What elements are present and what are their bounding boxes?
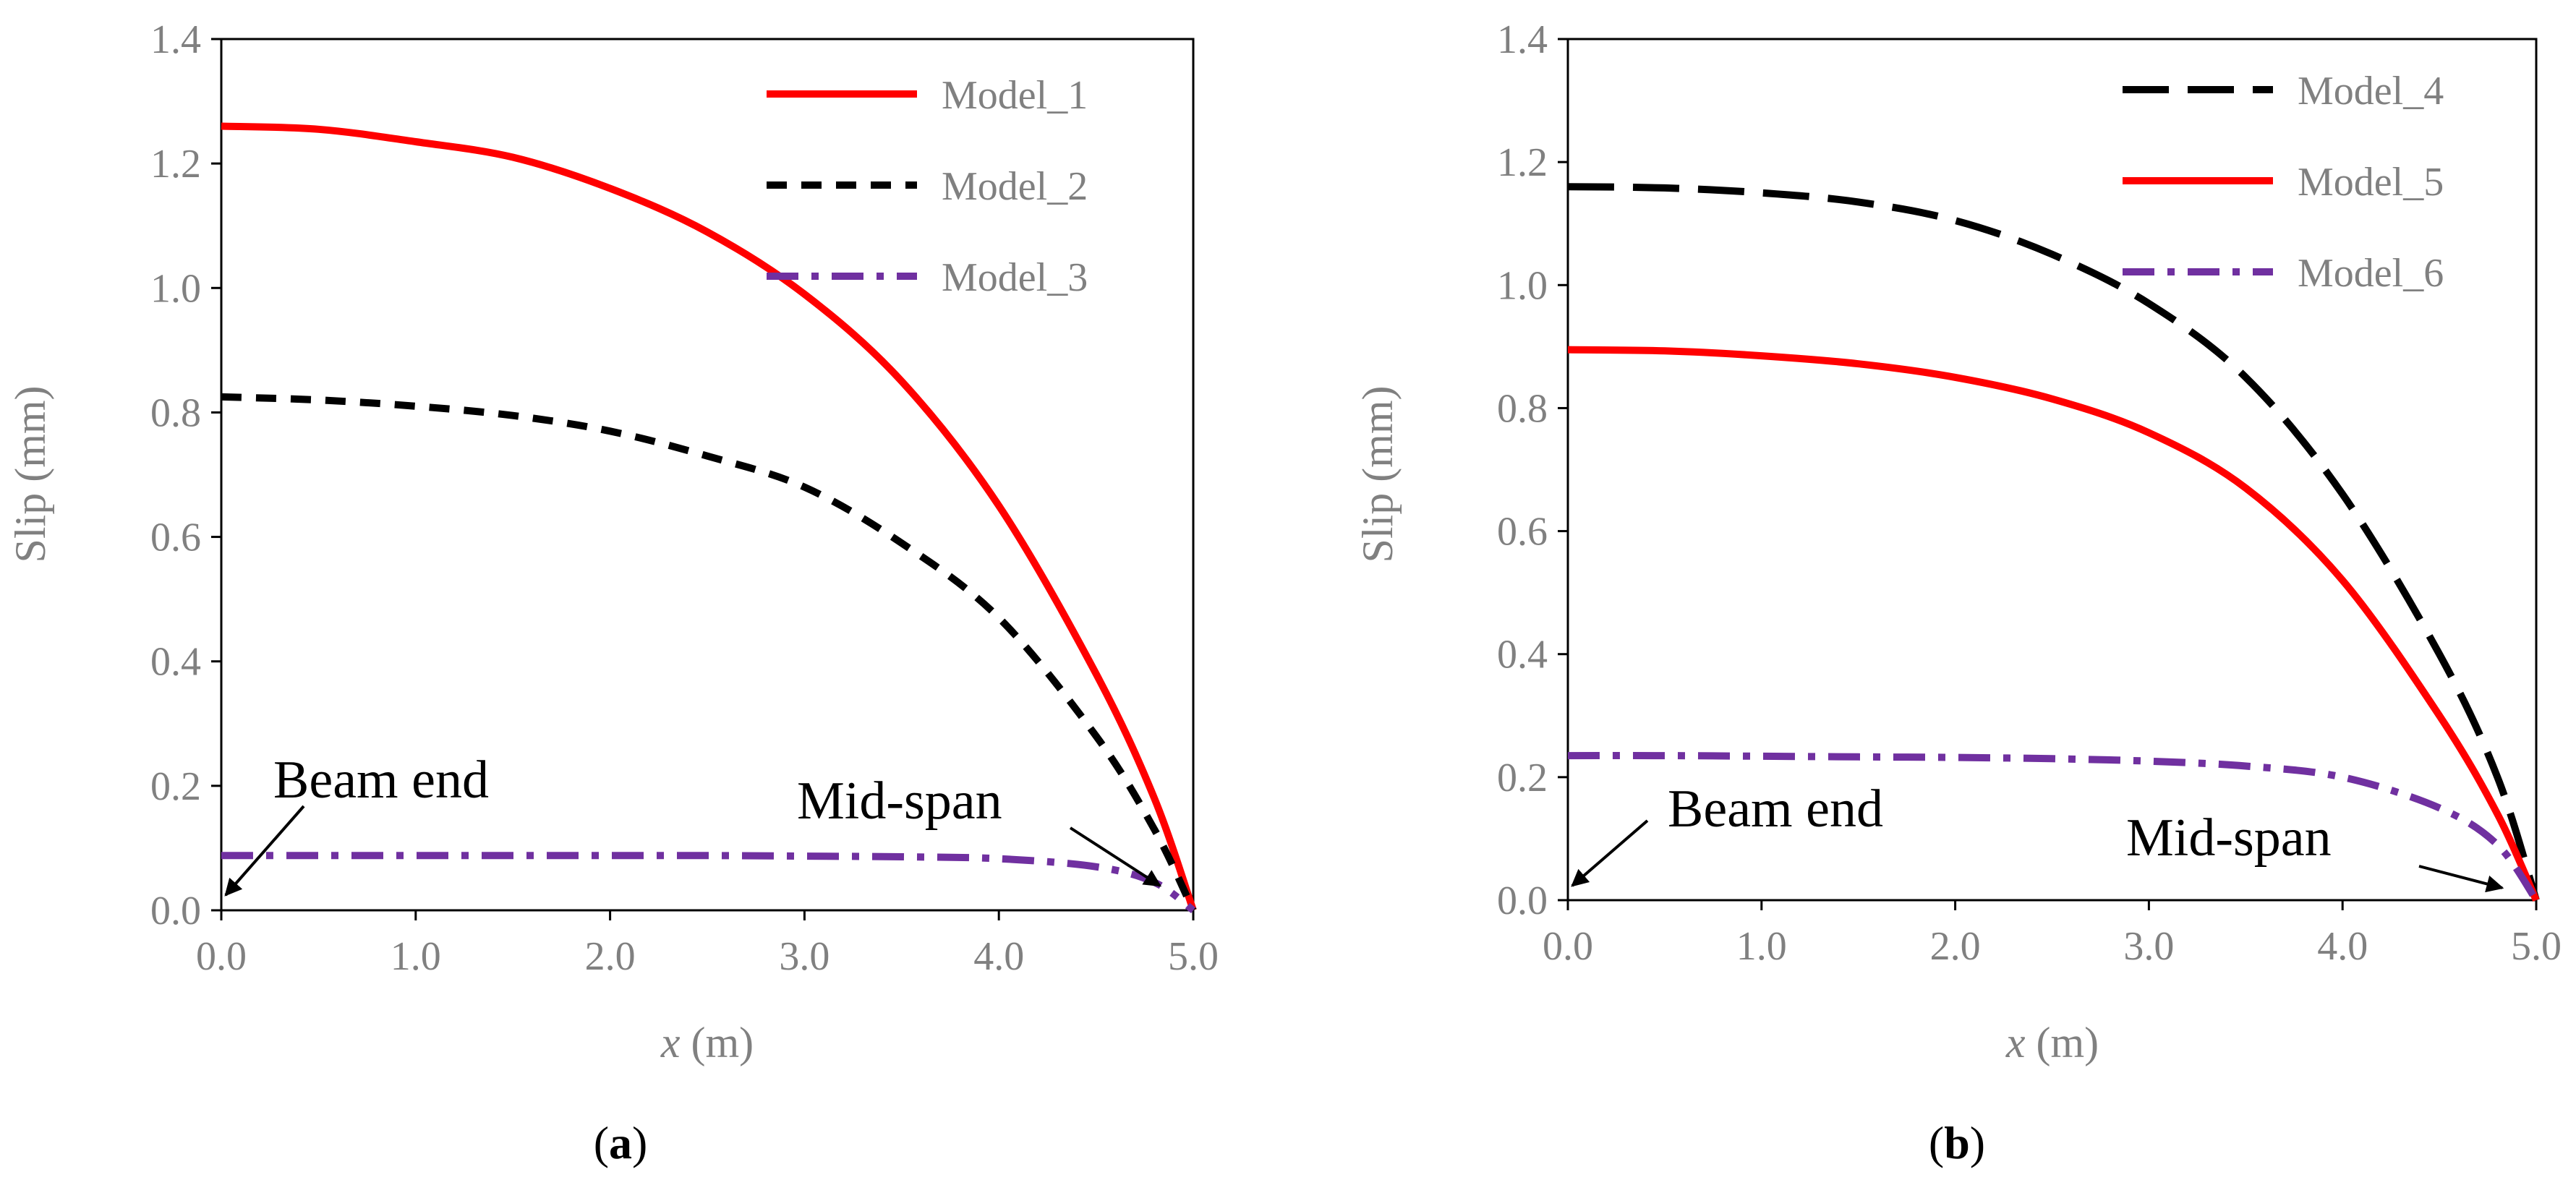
chart-panel-b: 0.0 0.2 0.4 0.6 0.8 1.0 1.2 1.4 0.0 1.0 2.0 3.0 4.0… [1354, 17, 2562, 1168]
y-axis-title: Slip (mm) [7, 385, 54, 563]
x-tick-labels: 0.0 1.0 2.0 3.0 4.0 5.0 [1543, 900, 2562, 969]
x-tick-label: 3.0 [779, 934, 829, 979]
legend-label: Model_5 [2298, 160, 2444, 205]
y-tick-label: 1.4 [1497, 17, 1548, 62]
y-tick-label: 0.0 [1497, 878, 1548, 923]
y-tick-labels: 0.0 0.2 0.4 0.6 0.8 1.0 1.2 1.4 [150, 17, 221, 933]
x-axis-title: x (m) [2005, 1019, 2099, 1066]
y-tick-label: 0.6 [150, 516, 201, 560]
x-tick-label: 2.0 [1930, 924, 1981, 969]
series-line-model-1 [221, 122, 1197, 912]
y-tick-label: 1.2 [150, 142, 201, 187]
x-axis-variable: x [2005, 1019, 2026, 1066]
series-lines [221, 122, 1197, 914]
annotation-mid-span: Mid-span [2126, 808, 2332, 868]
legend: Model_1 Model_2 Model_3 [767, 73, 1088, 300]
series-line-model-5 [1567, 346, 2540, 902]
y-tick-label: 0.2 [150, 764, 201, 809]
x-tick-label: 5.0 [2511, 924, 2562, 969]
y-tick-label: 0.0 [150, 889, 201, 933]
legend-label: Model_1 [942, 73, 1088, 118]
legend-label: Model_2 [942, 164, 1088, 209]
legend-label: Model_3 [942, 255, 1088, 300]
y-tick-label: 1.0 [150, 266, 201, 311]
x-axis-title: x (m) [660, 1019, 754, 1066]
plot-area-frame [220, 38, 1195, 912]
chart-panel-a: 0.0 0.2 0.4 0.6 0.8 1.0 1.2 1.4 0.0 1.0 2.0 3.0 4.0… [7, 17, 1219, 1168]
beam-end-arrow [1571, 819, 1649, 887]
x-tick-labels: 0.0 1.0 2.0 3.0 4.0 5.0 [196, 910, 1219, 979]
mid-span-arrow [2418, 865, 2504, 893]
panel-label: (a) [594, 1117, 648, 1168]
x-axis-variable: x [660, 1019, 681, 1066]
y-tick-label: 0.2 [1497, 756, 1548, 800]
x-tick-label: 1.0 [1736, 924, 1787, 969]
y-tick-label: 0.4 [150, 640, 201, 685]
series-line-model-3 [221, 852, 1196, 914]
y-tick-labels: 0.0 0.2 0.4 0.6 0.8 1.0 1.2 1.4 [1497, 17, 1568, 923]
legend-label: Model_4 [2298, 69, 2444, 114]
y-tick-label: 0.8 [150, 390, 201, 435]
x-tick-label: 3.0 [2123, 924, 2174, 969]
series-line-model-4 [1567, 183, 2540, 902]
x-axis-unit: (m) [2026, 1019, 2099, 1066]
panel-label: (b) [1929, 1117, 1985, 1168]
panel-letter: b [1944, 1117, 1970, 1168]
series-line-model-6 [1567, 752, 2540, 902]
y-tick-label: 1.4 [150, 17, 201, 62]
series-line-model-2 [221, 393, 1197, 912]
x-tick-label: 4.0 [973, 934, 1024, 979]
series-lines [1567, 183, 2540, 902]
plot-area-frame [1566, 38, 2538, 902]
y-tick-label: 0.4 [1497, 633, 1548, 677]
y-tick-label: 0.6 [1497, 510, 1548, 555]
legend-label: Model_6 [2298, 251, 2444, 296]
y-tick-label: 1.0 [1497, 263, 1548, 308]
x-tick-label: 5.0 [1168, 934, 1219, 979]
mid-span-arrow [1069, 826, 1162, 887]
x-tick-label: 4.0 [2317, 924, 2368, 969]
y-tick-label: 0.8 [1497, 386, 1548, 431]
beam-end-arrow [224, 805, 305, 897]
annotation-beam-end: Beam end [1668, 779, 1883, 839]
legend: Model_4 Model_5 Model_6 [2123, 69, 2444, 296]
annotation-beam-end: Beam end [273, 751, 489, 810]
annotation-mid-span: Mid-span [797, 771, 1002, 831]
y-axis-title: Slip (mm) [1354, 385, 1402, 563]
panel-letter: a [609, 1117, 632, 1168]
x-tick-label: 1.0 [391, 934, 441, 979]
x-tick-label: 0.0 [1543, 924, 1593, 969]
x-tick-label: 2.0 [585, 934, 636, 979]
y-tick-label: 1.2 [1497, 140, 1548, 185]
x-tick-label: 0.0 [196, 934, 247, 979]
x-axis-unit: (m) [681, 1019, 754, 1066]
